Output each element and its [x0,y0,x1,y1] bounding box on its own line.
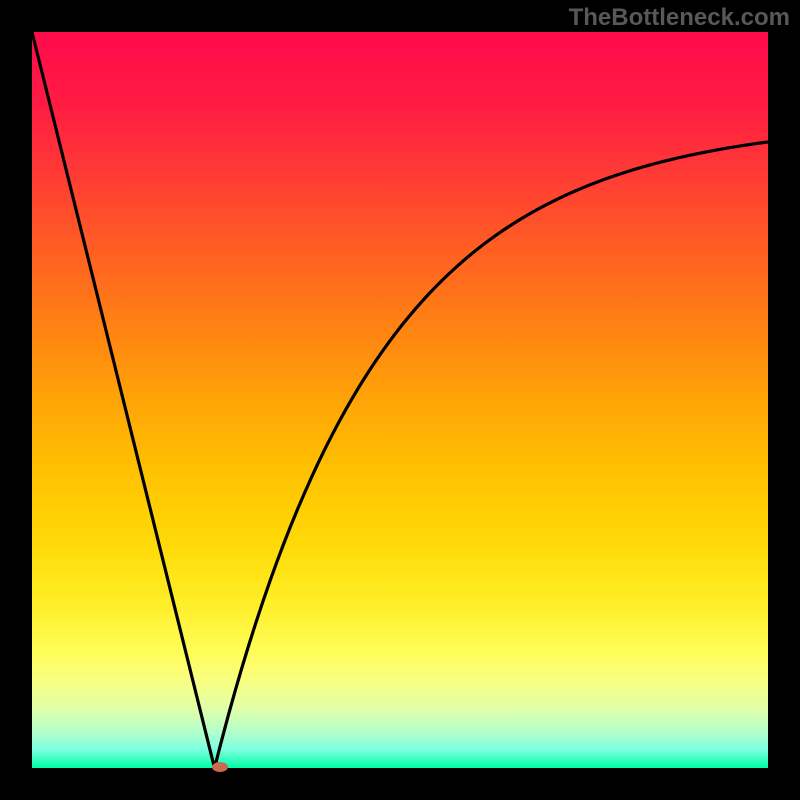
chart-container: TheBottleneck.com [0,0,800,800]
watermark: TheBottleneck.com [569,4,790,32]
plot-area [32,32,768,768]
curve-path [32,32,768,768]
bottleneck-curve [32,32,768,768]
bottleneck-marker [212,762,228,772]
